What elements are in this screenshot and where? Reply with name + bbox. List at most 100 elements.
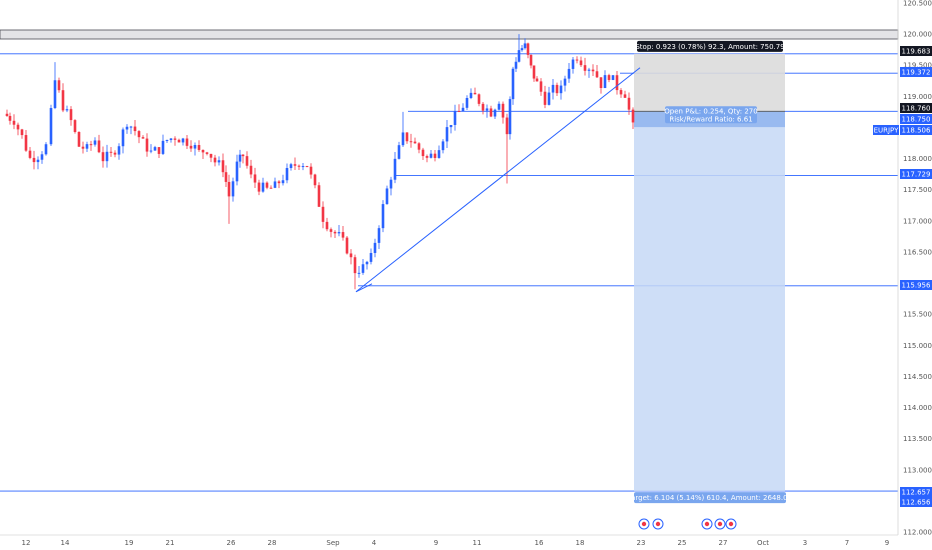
x-tick-label: 16 (535, 539, 544, 547)
candle-body (603, 75, 607, 89)
stop-label-box (637, 40, 783, 52)
event-flag-icon[interactable] (725, 518, 737, 530)
event-flag-icon[interactable] (701, 518, 713, 530)
candle-body (16, 124, 20, 130)
candle-body (425, 156, 429, 158)
candle-body (169, 138, 173, 140)
candle-body (317, 185, 321, 207)
candle-body (377, 228, 381, 243)
economic-events[interactable] (638, 518, 737, 530)
x-tick-label: 28 (268, 539, 277, 547)
candle-body (221, 160, 225, 173)
y-tick-label: 120.000 (903, 31, 932, 39)
target-zone[interactable] (634, 111, 785, 492)
trendline[interactable] (355, 67, 641, 293)
symbol-tag-label: EURJPY (874, 127, 900, 135)
candle-body (583, 65, 587, 71)
candle-body (113, 152, 117, 155)
candle-body (579, 60, 583, 66)
candle-body (325, 221, 329, 230)
x-tick-label: 18 (576, 539, 585, 547)
candle-body (69, 109, 73, 121)
candle-body (81, 146, 85, 149)
price-tag-label: 112.657 (902, 489, 931, 497)
x-tick-label: 9 (434, 539, 438, 547)
candle-body (489, 108, 493, 117)
price-tag-label: 115.956 (902, 282, 931, 290)
candle-body (575, 59, 579, 61)
candle-body (547, 92, 551, 105)
y-tick-label: 120.500 (903, 0, 932, 8)
x-tick-label: 21 (166, 539, 175, 547)
price-tag[interactable] (900, 125, 932, 135)
price-tag[interactable] (900, 103, 932, 113)
y-tick-label: 113.500 (903, 435, 932, 443)
y-tick-label: 119.000 (903, 93, 932, 101)
price-tag[interactable] (900, 46, 932, 56)
candle-body (141, 137, 145, 139)
candle-body (365, 261, 369, 265)
price-tag[interactable] (900, 497, 932, 507)
candle-body (177, 139, 181, 143)
x-tick-label: 9 (885, 539, 889, 547)
stop-label: Stop: 0.923 (0.78%) 92.3, Amount: 750.79 (635, 43, 784, 51)
candle-body (297, 165, 301, 167)
symbol-tag[interactable] (873, 125, 899, 135)
event-flag-icon[interactable] (652, 518, 664, 530)
candle-body (401, 132, 405, 146)
candle-body (631, 109, 635, 123)
candle-body (473, 92, 477, 95)
candle-body (591, 69, 595, 72)
candle-body (615, 75, 619, 91)
x-tick-label: 3 (803, 539, 807, 547)
candle-body (44, 144, 48, 155)
stop-zone[interactable] (634, 53, 785, 112)
candle-body (185, 138, 189, 146)
candle-body (238, 154, 242, 162)
event-flag-icon[interactable] (714, 518, 726, 530)
candle-body (281, 180, 285, 184)
candle-body (77, 131, 81, 147)
candle-body (559, 85, 563, 94)
candle-body (205, 152, 209, 154)
x-tick-label: 4 (372, 539, 377, 547)
event-flag-icon[interactable] (638, 518, 650, 530)
price-tag[interactable] (900, 67, 932, 77)
candle-body (193, 145, 197, 149)
x-tick-label: 23 (637, 539, 646, 547)
resistance-zone[interactable] (0, 29, 899, 40)
price-axis[interactable] (0, 0, 899, 536)
candle-body (453, 111, 457, 125)
price-tag[interactable] (900, 280, 932, 290)
rr-label: Risk/Reward Ratio: 6.61 (669, 115, 752, 123)
candle-body (209, 153, 213, 158)
candle-body (517, 50, 521, 62)
candle-body (505, 117, 509, 135)
candle-body (449, 124, 453, 128)
price-tag[interactable] (900, 114, 932, 124)
candle-body (385, 188, 389, 205)
candle-body (201, 149, 205, 153)
candle-body (493, 109, 497, 117)
candle-body (40, 154, 44, 160)
price-tag[interactable] (900, 169, 932, 179)
target-label-box (634, 492, 786, 504)
candle-body (497, 103, 501, 110)
y-tick-label: 114.500 (903, 373, 932, 381)
candle-body (269, 187, 273, 189)
candle-body (313, 174, 317, 186)
trendline-handle[interactable] (355, 283, 373, 293)
candle-body (465, 98, 469, 108)
candle-body (485, 108, 489, 111)
candle-body (429, 153, 433, 158)
candle-body (273, 181, 277, 188)
candle-body (249, 165, 253, 175)
candle-body (277, 181, 281, 184)
candle-body (623, 94, 627, 98)
price-tag-label: 119.683 (902, 48, 931, 56)
price-tag[interactable] (900, 487, 932, 497)
candle-body (341, 232, 345, 238)
price-tag-label: 119.372 (902, 69, 931, 77)
candle-body (437, 150, 441, 158)
